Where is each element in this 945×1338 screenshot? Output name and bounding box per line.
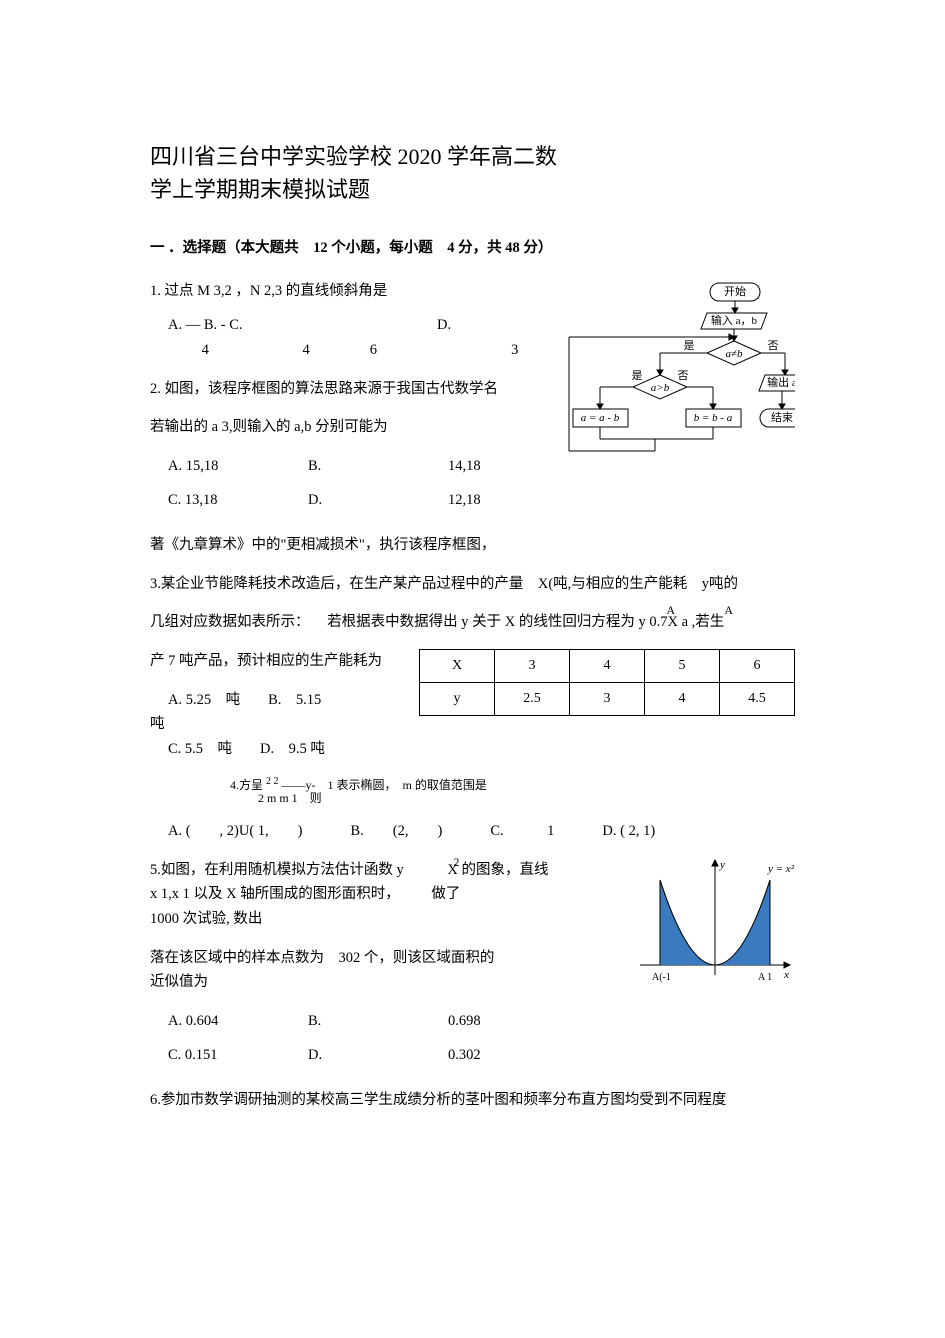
q2-D: D. [308,488,448,513]
q3-CD: C. 5.5 吨 D. 9.5 吨 [150,737,795,762]
svg-text:是: 是 [632,369,643,382]
svg-text:y = x²: y = x² [767,863,795,875]
question-6: 6.参加市数学调研抽测的某校高三学生成绩分析的茎叶图和频率分布直方图均受到不同程… [150,1088,795,1113]
q2-book: 著《九章算术》中的"更相减损术"，执行该程序框图， [150,533,795,558]
q4-C: C. 1 [490,819,554,844]
flowchart-figure: 开始 输入 a，b a≠b 是 否 输出 a [565,279,795,488]
svg-text:输出 a: 输出 a [767,375,795,389]
q2-B: B. [308,454,448,479]
q2-C: C. 13,18 [168,488,308,513]
q4-A: A. ( , 2)U( 1, ) [168,819,303,844]
svg-text:结束: 结束 [771,411,793,424]
q3-B: B. 5.15 [268,688,321,713]
q3-A: A. 5.25 吨 [168,688,240,713]
svg-text:a = a - b: a = a - b [581,412,620,424]
svg-text:否: 否 [768,340,779,352]
svg-text:b = b - a: b = b - a [694,412,733,424]
q2-A: A. 15,18 [168,454,308,479]
svg-text:是: 是 [684,339,695,352]
q5-A: A. 0.604 [168,1009,308,1034]
title-line2: 学上学期期末模拟试题 [150,177,370,202]
svg-text:开始: 开始 [724,284,746,298]
question-4: 4.方呈 2 2 ——y- 1 表示椭圆， m 的取值范围是 2 m m 1 则 [230,776,795,805]
svg-text:y: y [719,859,725,871]
svg-text:a≠b: a≠b [725,348,743,360]
page-title: 四川省三台中学实验学校 2020 学年高二数 学上学期期末模拟试题 [150,140,795,206]
q3-table: X 3 4 5 6 y 2.5 3 4 4.5 [419,649,795,716]
q3-C: C. 5.5 吨 [168,737,232,762]
q2-options: A. 15,18 B. 14,18 C. 13,18 D. 12,18 [168,454,553,513]
svg-text:A 1: A 1 [758,972,772,983]
section-1-heading: 一 ．选择题（本大题共 12 个小题，每小题 4 分，共 48 分） [150,236,795,261]
q5-options: A. 0.604 B. 0.698 C. 0.151 D. 0.302 [168,1009,795,1068]
svg-text:输入 a，b: 输入 a，b [711,313,758,327]
q4-B: B. (2, ) [351,819,443,844]
svg-text:x: x [783,969,789,981]
q3-AB: A. 5.25 吨 B. 5.15 [150,688,405,713]
q5-Bv: 0.698 [448,1009,588,1034]
q2-Dv: 12,18 [448,488,588,513]
q5-Dv: 0.302 [448,1043,588,1068]
q5-B: B. [308,1009,448,1034]
svg-text:A(-1: A(-1 [652,972,671,983]
q5-D: D. [308,1043,448,1068]
q2-Bv: 14,18 [448,454,588,479]
q3-D: D. 9.5 吨 [260,737,325,762]
q1-optD: D. [437,313,451,362]
q1-3: 3 [511,338,518,363]
svg-text:否: 否 [678,370,689,382]
q4-D: D. ( 2, 1) [602,819,655,844]
svg-text:a>b: a>b [651,382,670,394]
q3-line2: 几组对应数据如表所示： 若根据表中数据得出 y 关于 X 的线性回归方程为 y … [150,610,795,635]
q4-options: A. ( , 2)U( 1, ) B. (2, ) C. 1 D. ( 2, 1… [168,819,795,844]
question-3-stem: 3.某企业节能降耗技术改造后，在生产某产品过程中的产量 X(吨,与相应的生产能耗… [150,572,795,597]
q1-6: 6 [370,338,377,363]
q1-optA: A. — B. - C. 4 [168,313,243,362]
parabola-figure: y x y = x² A(-1 A 1 [630,850,795,995]
q1-b4: 4 [303,338,310,363]
q5-C: C. 0.151 [168,1043,308,1068]
title-line1: 四川省三台中学实验学校 2020 学年高二数 [150,144,557,169]
